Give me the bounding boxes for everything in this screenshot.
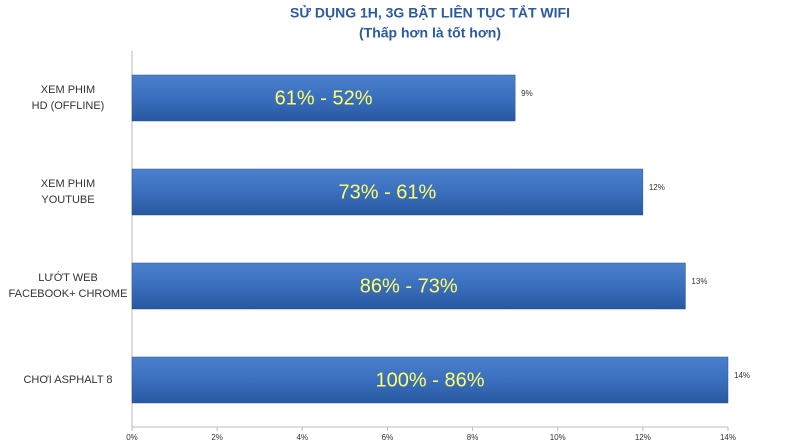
value-label: 12% — [649, 183, 665, 192]
bar-text: 86% - 73% — [360, 275, 458, 297]
bar — [131, 74, 516, 122]
x-tick-label: 10% — [550, 433, 566, 442]
y-tick-label: LƯỚT WEB FACEBOOK+ CHROME — [8, 272, 128, 300]
chart-subtitle: (Thấp hơn là tốt hơn) — [359, 25, 501, 41]
y-tick-label: CHƠI ASPHALT 8 — [23, 374, 113, 386]
bar-text: 100% - 86% — [376, 369, 485, 391]
x-tick-label: 0% — [126, 433, 138, 442]
x-tick-label: 2% — [211, 433, 223, 442]
x-tick-label: 6% — [382, 433, 394, 442]
value-label: 13% — [691, 277, 707, 286]
bar — [131, 168, 644, 216]
x-tick-label: 8% — [467, 433, 479, 442]
bar-text: 73% - 61% — [339, 181, 437, 203]
y-tick-label: XEM PHIM YOUTUBE — [40, 178, 96, 206]
bar-text: 61% - 52% — [275, 87, 373, 109]
bar — [131, 356, 729, 404]
value-label: 14% — [734, 371, 750, 380]
y-tick-label: XEM PHIM HD (OFFLINE) — [31, 84, 105, 112]
x-tick-label: 14% — [720, 433, 736, 442]
x-tick-label: 4% — [297, 433, 309, 442]
chart-title: SỬ DỤNG 1H, 3G BẬT LIÊN TỤC TẮT WIFI — [290, 4, 570, 21]
value-label: 9% — [521, 89, 533, 98]
x-tick-label: 12% — [635, 433, 651, 442]
bar — [131, 262, 686, 310]
